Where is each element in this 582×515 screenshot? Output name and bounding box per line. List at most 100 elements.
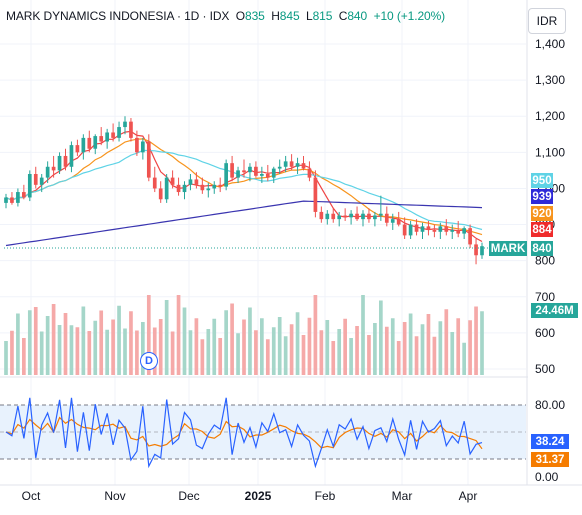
candle-body [152, 177, 157, 189]
volume-bar [373, 323, 377, 375]
candle-body [390, 219, 395, 223]
volume-bar [283, 336, 288, 375]
volume-bar [331, 341, 336, 375]
volume-bar [135, 330, 139, 375]
volume-bar [158, 319, 163, 375]
volume-bar [117, 305, 121, 375]
volume-bar [480, 311, 484, 375]
candle-body [450, 229, 455, 232]
candle-body [27, 174, 32, 198]
rsi-tick-label: 0.00 [535, 470, 559, 484]
candle-body [45, 166, 50, 178]
volume-bar [27, 310, 32, 375]
candle-body [39, 177, 44, 185]
candle-body [289, 161, 294, 167]
candle-body [200, 184, 205, 191]
price-tick-label: 1,200 [535, 109, 565, 123]
candle-body [426, 226, 431, 230]
candle-body [361, 213, 365, 220]
candle-body [277, 166, 282, 169]
candle-body [367, 213, 371, 220]
volume-bar [384, 326, 389, 375]
symbol-header: MARK DYNAMICS INDONESIA · 1D · IDX O835 … [6, 9, 445, 23]
candle-body [218, 184, 223, 187]
volume-bar [57, 325, 62, 375]
change-value: +10 (+1.20%) [373, 9, 446, 23]
candles [4, 116, 484, 265]
volume-bar [10, 330, 14, 375]
candle-body [236, 170, 240, 178]
candle-body [313, 177, 318, 212]
rsi-a-tag: 38.24 [531, 434, 569, 449]
volume-bar [367, 335, 371, 375]
volume-bar [81, 306, 86, 375]
volume-bar [301, 335, 306, 375]
candle-body [396, 219, 401, 225]
volume-bar [218, 338, 223, 375]
volume-bar [474, 306, 478, 375]
candle-body [265, 174, 270, 178]
volume-bar [212, 318, 217, 375]
volume-bar [462, 342, 466, 375]
candle-body [248, 166, 252, 173]
volume-bar [45, 316, 50, 375]
currency-button[interactable]: IDR [528, 8, 566, 34]
volume-bar [170, 331, 175, 375]
volume-bar [93, 320, 98, 375]
low-label: L [306, 9, 313, 23]
volume-bar [289, 324, 294, 375]
candle-body [129, 121, 133, 138]
ma-navy-line [5, 200, 483, 247]
time-axis: Oct Nov Dec 2025 Feb Mar Apr [22, 489, 478, 503]
candle-body [343, 215, 347, 218]
volume-bar [176, 295, 181, 375]
candle-body [379, 213, 383, 216]
rsi-lines [5, 397, 483, 469]
candle-body [420, 226, 425, 232]
price-axis: 1,4001,3001,2001,1001,000900800700600500… [535, 37, 565, 484]
candle-body [283, 161, 288, 167]
candle-body [438, 226, 443, 232]
volume-bar [402, 322, 407, 375]
candle-body [230, 163, 234, 178]
volume-bar [337, 329, 342, 375]
volume-bar [426, 314, 431, 375]
ma-orange-line [5, 138, 483, 236]
candle-body [164, 177, 169, 200]
candle-body [355, 213, 359, 220]
candle-body [111, 132, 115, 138]
volume-tag: 24.46M [531, 303, 578, 318]
volume-bar [146, 295, 151, 375]
candle-body [260, 174, 264, 176]
time-tick-label: Dec [178, 489, 199, 503]
volume-bar [408, 313, 413, 375]
candle-body [146, 141, 151, 178]
price-tick-label: 800 [535, 254, 555, 268]
dividend-marker-icon[interactable]: D [140, 352, 158, 370]
last-price-tag: 840 [531, 241, 553, 256]
volume-bar [438, 321, 443, 375]
volume-bar [111, 319, 115, 375]
candle-body [331, 213, 336, 220]
candle-body [135, 137, 139, 153]
volume-bar [194, 318, 199, 375]
candle-body [480, 246, 484, 256]
candle-body [337, 215, 342, 220]
candle-body [170, 177, 175, 185]
candle-body [87, 137, 92, 149]
candle-body [206, 188, 211, 191]
candle-body [402, 224, 407, 236]
high-value: 845 [279, 9, 300, 23]
volume-bar [99, 310, 104, 375]
volume-bar [343, 318, 347, 375]
volume-bar [432, 336, 437, 375]
candle-body [4, 197, 8, 203]
volume-bar [396, 341, 401, 375]
volume-bar [182, 307, 187, 375]
volume-bar [248, 307, 252, 375]
close-label: C [338, 9, 348, 23]
volume-bar [456, 318, 461, 375]
volume-bar [319, 330, 324, 375]
candle-body [105, 132, 109, 142]
